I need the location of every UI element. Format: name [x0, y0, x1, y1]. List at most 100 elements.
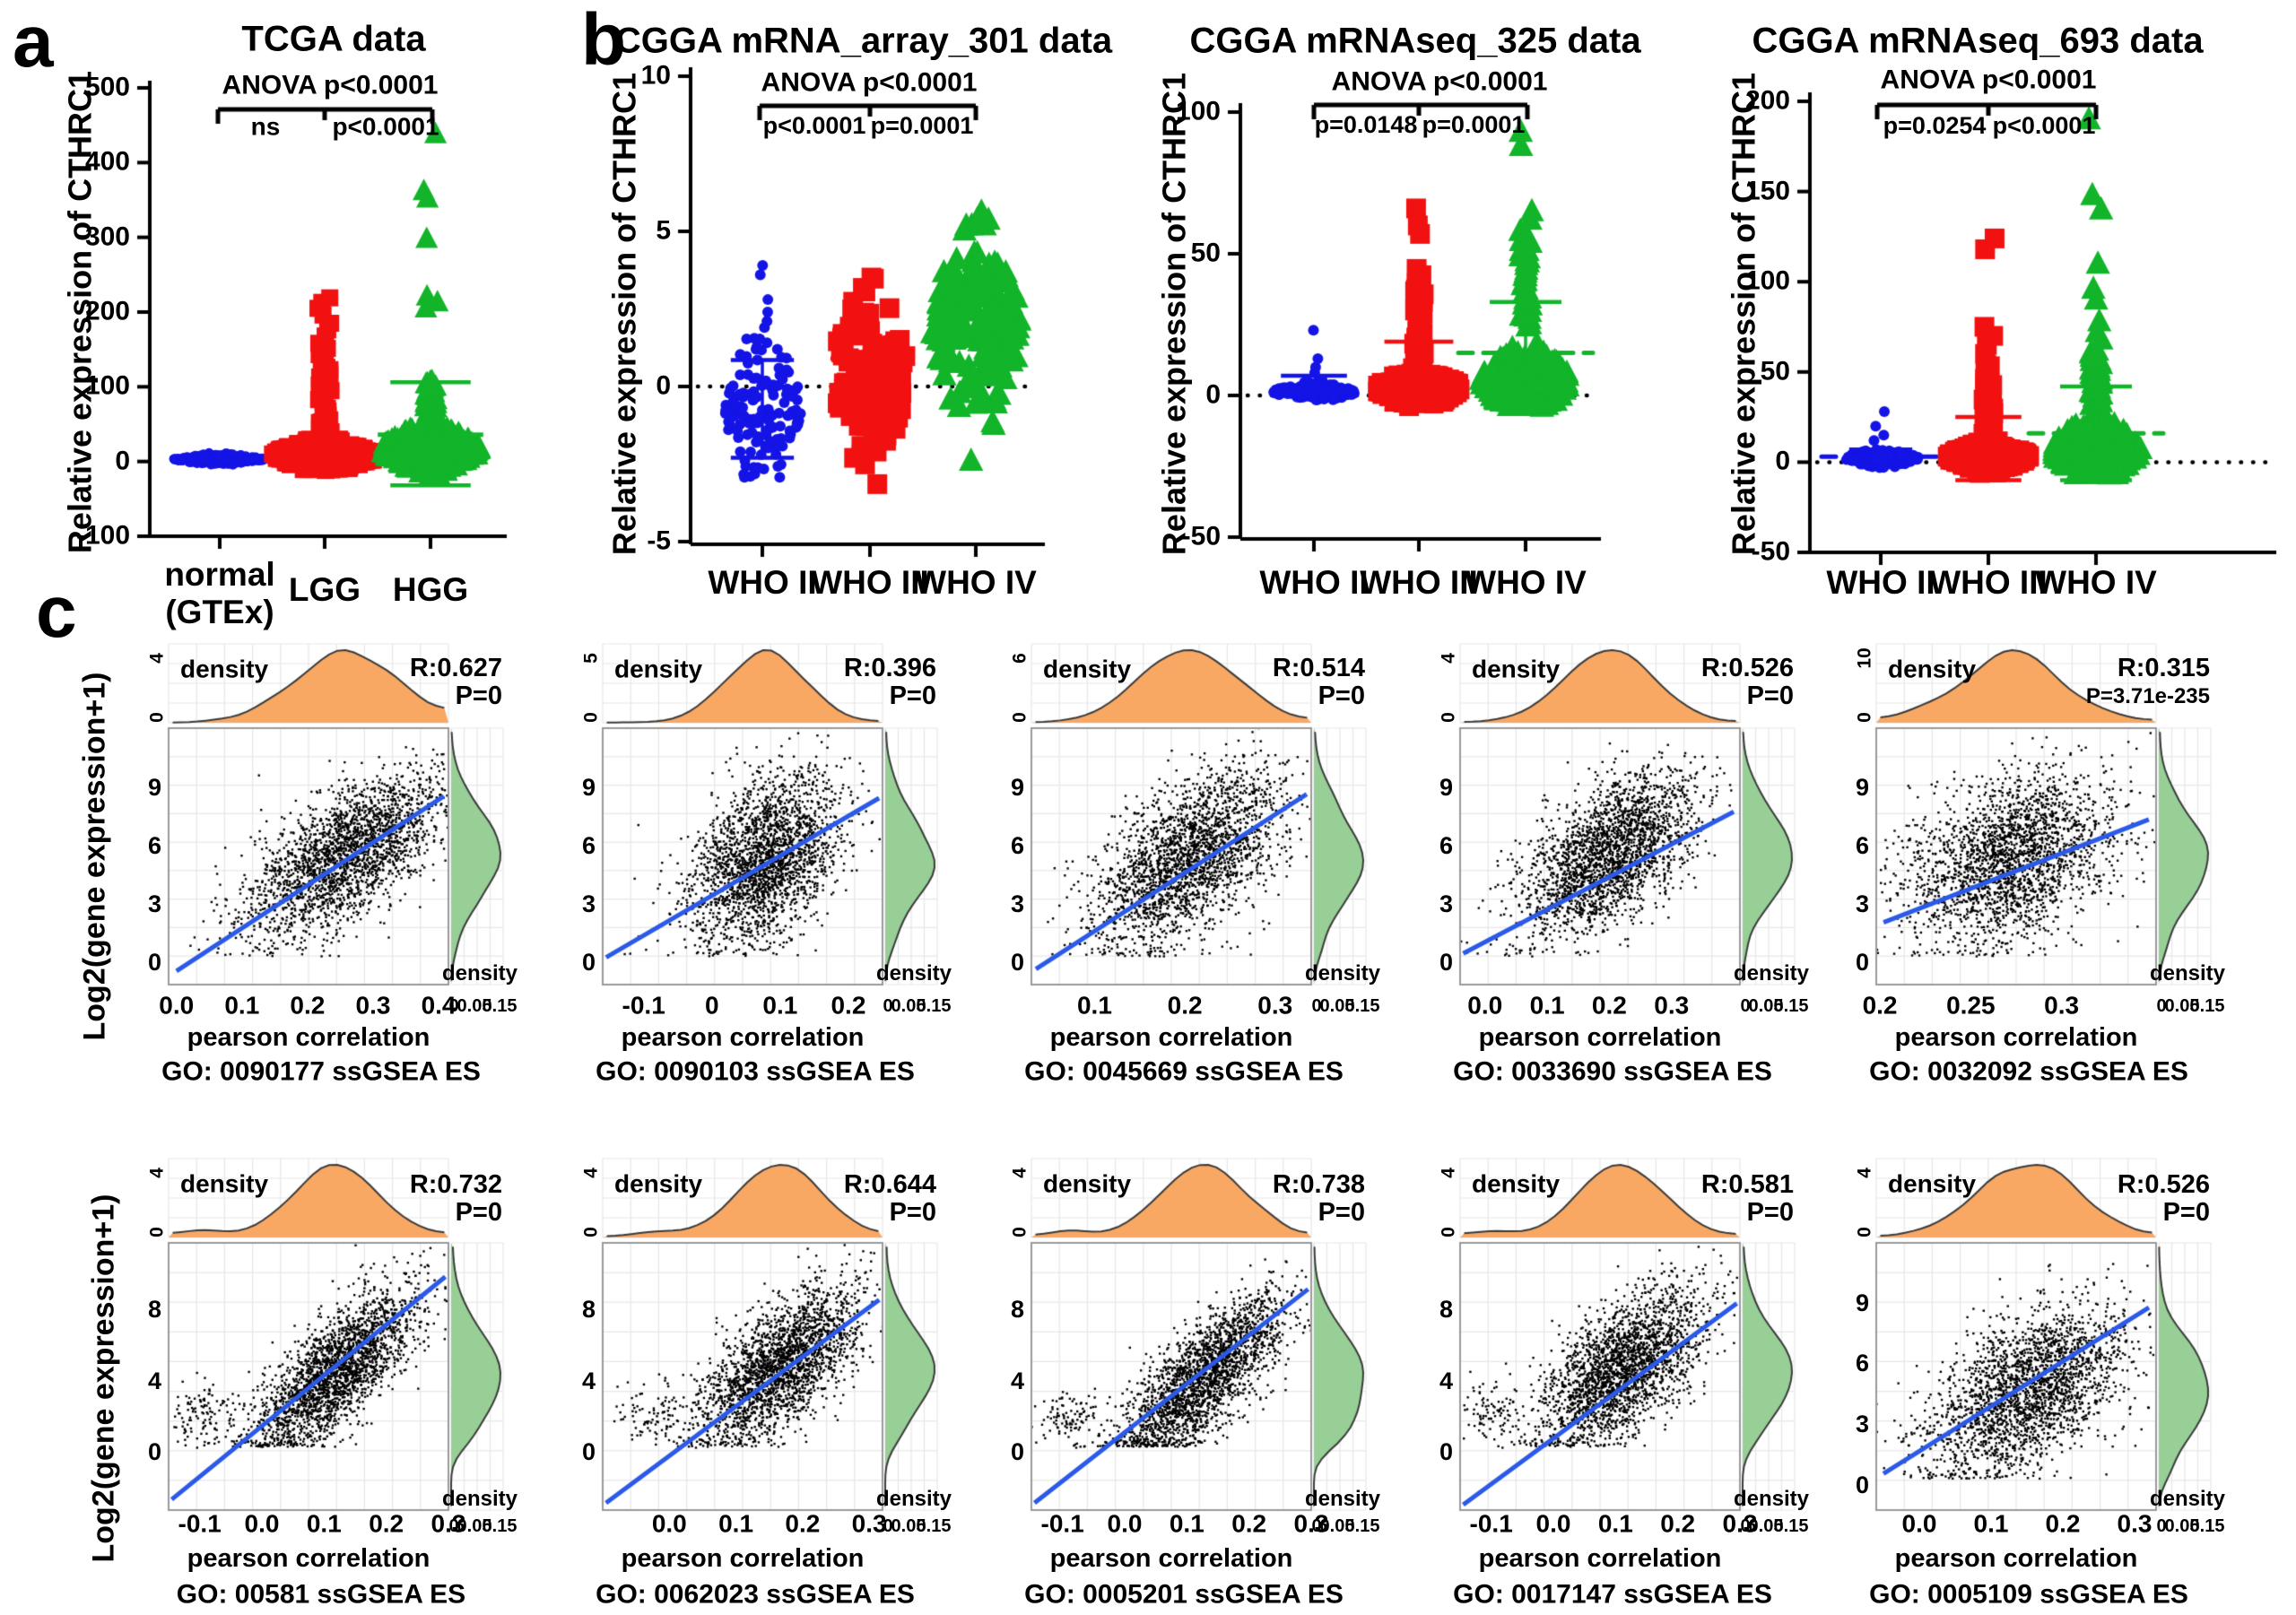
panel-c-label: c	[36, 571, 77, 653]
x-tick-label: 0.1	[224, 991, 260, 1020]
y-tick-label: 0	[581, 949, 596, 977]
density-label: density	[2149, 1486, 2226, 1511]
density-label: density	[441, 1486, 518, 1511]
correlation-label: R:0.732	[409, 1170, 502, 1200]
x-tick-label: 0.2	[290, 991, 326, 1020]
density-y-tick-label: 0	[1438, 712, 1459, 723]
density-x-tick-label: 0	[2156, 995, 2167, 1016]
y-tick-label: 6	[1010, 832, 1024, 860]
density-y-tick-label: 4	[1009, 1168, 1031, 1178]
significance-label: p<0.0001	[332, 112, 439, 141]
correlation-label: R:0.526	[2117, 1170, 2210, 1200]
x-tick-label: 0.1	[1076, 991, 1112, 1020]
category-label: WHO II	[708, 564, 817, 602]
significance-label: ns	[250, 112, 281, 141]
go-term-label: GO: 0005201 ssGSEA ES	[1024, 1579, 1344, 1610]
density-x-tick-label: 0.05	[457, 1515, 492, 1536]
x-axis-label: pearson correlation	[621, 1023, 865, 1053]
x-tick-label: 0.1	[762, 991, 798, 1020]
y-tick-label: 0	[1855, 949, 1869, 977]
density-y-tick-label: 4	[1854, 1168, 1875, 1178]
y-tick-label: 5	[656, 215, 671, 246]
y-tick-label: 200	[84, 296, 130, 326]
x-tick-label: 0.4	[421, 991, 457, 1020]
category-label: HGG	[392, 571, 469, 609]
y-tick-label: 4	[1010, 1368, 1024, 1395]
y-tick-label: -50	[1181, 521, 1221, 551]
category-label: WHO III	[1929, 564, 2048, 602]
x-tick-label: 0.1	[1973, 1509, 2009, 1538]
go-term-label: GO: 00581 ssGSEA ES	[176, 1579, 466, 1610]
density-x-tick-label: 0	[1740, 1515, 1751, 1536]
density-y-tick-label: 0	[1438, 1227, 1459, 1237]
y-tick-label: 0	[581, 1438, 596, 1466]
y-tick-label: 500	[84, 72, 130, 102]
density-y-tick-label: 0	[580, 1227, 602, 1237]
density-x-tick-label: 0.15	[2189, 995, 2225, 1016]
correlation-label: R:0.581	[1700, 1170, 1794, 1200]
x-tick-label: 0.3	[1293, 1509, 1329, 1538]
y-tick-label: 100	[84, 371, 130, 402]
y-tick-label: 9	[1439, 774, 1453, 802]
x-tick-label: -0.1	[622, 991, 665, 1020]
density-x-tick-label: 0.05	[1319, 995, 1355, 1016]
pvalue-label: P=0	[1746, 1198, 1794, 1228]
pvalue-label: P=0	[2162, 1198, 2210, 1228]
y-tick-label: 100	[1744, 265, 1790, 296]
x-axis-label: pearson correlation	[621, 1544, 865, 1574]
category-label: WHO IV	[1465, 564, 1587, 602]
y-tick-label: 9	[1855, 1289, 1869, 1316]
x-axis-label: pearson correlation	[1894, 1023, 2138, 1053]
y-tick-label: 9	[581, 774, 596, 802]
y-tick-label: 4	[581, 1368, 596, 1395]
y-tick-label: 8	[1439, 1296, 1453, 1324]
density-x-tick-label: 0.15	[1344, 995, 1380, 1016]
x-tick-label: 0.0	[244, 1509, 280, 1538]
x-tick-label: 0.25	[1946, 991, 1996, 1020]
density-x-tick-label: 0	[1311, 1515, 1322, 1536]
x-tick-label: 0.0	[159, 991, 195, 1020]
plot-title: CGGA mRNAseq_693 data	[1752, 21, 2204, 61]
density-x-tick-label: 0.05	[891, 1515, 926, 1536]
y-tick-label: -100	[75, 520, 130, 551]
y-tick-label: -5	[647, 525, 671, 556]
x-tick-label: 0.3	[1654, 991, 1690, 1020]
y-axis-label: Log2(gene expression+1)	[86, 1194, 121, 1563]
go-term-label: GO: 0005109 ssGSEA ES	[1869, 1579, 2188, 1610]
density-x-tick-label: 0.05	[2164, 1515, 2200, 1536]
category-label: LGG	[288, 571, 361, 609]
significance-label: p=0.0254	[1883, 112, 1987, 140]
density-label: density	[179, 1169, 269, 1198]
significance-label: p=0.0001	[1422, 111, 1526, 139]
y-tick-label: 400	[84, 147, 130, 178]
panel-b-label: b	[581, 0, 627, 81]
density-label: density	[2149, 960, 2226, 985]
density-x-tick-label: 0.05	[2164, 995, 2200, 1016]
category-label: (GTEx)	[165, 594, 274, 631]
density-label: density	[613, 1169, 703, 1198]
x-tick-label: 0.0	[1467, 991, 1503, 1020]
density-x-tick-label: 0.15	[1773, 995, 1809, 1016]
density-y-tick-label: 4	[1438, 653, 1459, 664]
category-label: WHO III	[1360, 564, 1478, 602]
category-label: WHO IV	[2035, 564, 2157, 602]
y-tick-label: 9	[1855, 774, 1869, 802]
density-label: density	[441, 960, 518, 985]
x-tick-label: 0.2	[1862, 991, 1898, 1020]
density-label: density	[1042, 1169, 1132, 1198]
density-y-tick-label: 6	[1009, 653, 1031, 664]
density-x-tick-label: 0	[1740, 995, 1751, 1016]
x-tick-label: 0.3	[2117, 1509, 2152, 1538]
go-term-label: GO: 0032092 ssGSEA ES	[1869, 1056, 2188, 1087]
y-tick-label: 200	[1744, 85, 1790, 116]
density-y-tick-label: 0	[1854, 1227, 1875, 1237]
density-label: density	[1471, 1169, 1561, 1198]
density-label: density	[179, 655, 269, 683]
pvalue-label: P=0	[455, 1198, 502, 1228]
y-tick-label: 6	[1855, 1350, 1869, 1377]
plot-title: CGGA mRNA_array_301 data	[614, 21, 1113, 61]
density-y-tick-label: 5	[580, 653, 602, 664]
correlation-label: R:0.644	[843, 1170, 936, 1200]
anova-label: ANOVA p<0.0001	[1331, 66, 1548, 97]
